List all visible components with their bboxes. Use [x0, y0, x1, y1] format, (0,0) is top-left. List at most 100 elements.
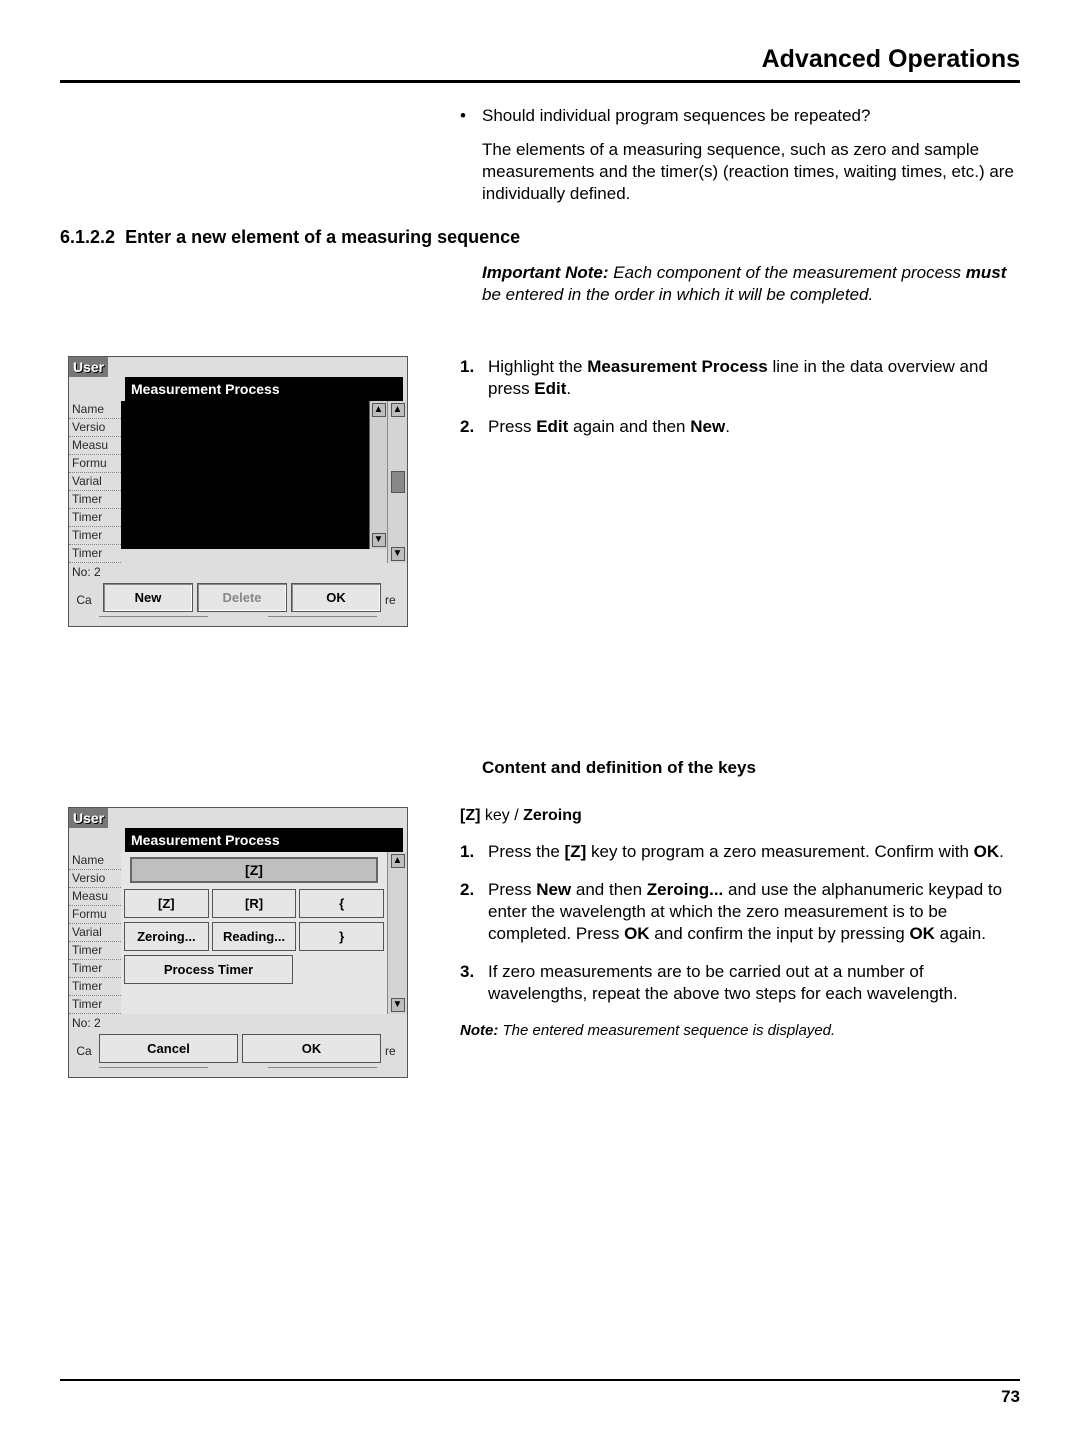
bullet-item: • Should individual program sequences be…: [460, 105, 1020, 127]
no-label: No: 2: [69, 563, 121, 579]
scroll-thumb[interactable]: [391, 471, 405, 493]
step-number: 2.: [460, 879, 488, 945]
keypad-area: [Z] [Z] [R] { Zeroing... Reading... } Pr…: [121, 852, 387, 1014]
z-key-sep: key /: [480, 807, 523, 824]
ok-button[interactable]: OK: [291, 583, 381, 612]
outer-scrollbar[interactable]: ▲ ▼: [387, 401, 407, 563]
reading-key[interactable]: Reading...: [212, 922, 297, 951]
note-label: Note:: [460, 1022, 498, 1039]
step-number: 3.: [460, 961, 488, 1005]
section-title: Enter a new element of a measuring seque…: [125, 227, 520, 247]
scroll-up-icon[interactable]: ▲: [372, 403, 386, 417]
step-text: Press New and then Zeroing... and use th…: [488, 879, 1020, 945]
page-header: Advanced Operations: [60, 45, 1020, 80]
measurement-process-keypad-dialog: User Measurement Process Name Versio Mea…: [68, 807, 408, 1078]
side-item: Measu: [69, 888, 121, 906]
side-item: Name: [69, 401, 121, 419]
z-key[interactable]: [Z]: [124, 889, 209, 918]
step-number: 2.: [460, 416, 488, 438]
dialog-title: Measurement Process: [125, 828, 403, 852]
side-labels: Name Versio Measu Formu Varial Timer Tim…: [69, 852, 121, 1014]
step-text: Highlight the Measurement Process line i…: [488, 356, 1020, 400]
inner-scrollbar[interactable]: ▲ ▼: [369, 401, 387, 549]
ca-label: Ca: [69, 1030, 99, 1067]
side-item: Timer: [69, 996, 121, 1014]
note-must: must: [966, 263, 1007, 282]
zeroing-label: Zeroing: [523, 807, 582, 824]
re-label: re: [385, 1030, 407, 1067]
user-label: User: [69, 357, 108, 377]
bullet-text: Should individual program sequences be r…: [482, 105, 870, 127]
important-note: Important Note: Each component of the me…: [482, 262, 1020, 306]
re-label: re: [385, 579, 407, 616]
step-text-part: Highlight the: [488, 357, 587, 376]
note-label: Important Note:: [482, 263, 609, 282]
side-item: Timer: [69, 960, 121, 978]
ok-button[interactable]: OK: [242, 1034, 381, 1063]
section-heading: 6.1.2.2 Enter a new element of a measuri…: [60, 227, 1020, 248]
step-text-part: .: [566, 379, 571, 398]
keys-heading: Content and definition of the keys: [482, 758, 756, 777]
side-item: Timer: [69, 509, 121, 527]
scroll-up-icon[interactable]: ▲: [391, 403, 405, 417]
side-item: Name: [69, 852, 121, 870]
measurement-process-dialog: User Measurement Process Name Versio Mea…: [68, 356, 408, 627]
step-text: If zero measurements are to be carried o…: [488, 961, 1020, 1005]
bullet-marker: •: [460, 105, 482, 127]
step-bold: Measurement Process: [587, 357, 767, 376]
ca-label: Ca: [69, 579, 99, 616]
step-text-part: again and then: [568, 417, 690, 436]
step-item: 1. Press the [Z] key to program a zero m…: [460, 841, 1020, 863]
side-item: Measu: [69, 437, 121, 455]
step-bold: Edit: [536, 417, 568, 436]
header-rule: [60, 80, 1020, 83]
page-number: 73: [1001, 1387, 1020, 1407]
footer-rule: [60, 1379, 1020, 1381]
new-button[interactable]: New: [103, 583, 193, 612]
delete-button[interactable]: Delete: [197, 583, 287, 612]
side-item: Varial: [69, 924, 121, 942]
step-item: 2. Press Edit again and then New.: [460, 416, 1020, 438]
step-text: Press Edit again and then New.: [488, 416, 1020, 438]
side-item: Formu: [69, 906, 121, 924]
step-text-part: .: [725, 417, 730, 436]
zeroing-key[interactable]: Zeroing...: [124, 922, 209, 951]
process-timer-key[interactable]: Process Timer: [124, 955, 293, 984]
scroll-down-icon[interactable]: ▼: [391, 547, 405, 561]
dialog-title: Measurement Process: [125, 377, 403, 401]
cancel-button[interactable]: Cancel: [99, 1034, 238, 1063]
side-labels: Name Versio Measu Formu Varial Timer Tim…: [69, 401, 121, 563]
section-number: 6.1.2.2: [60, 227, 115, 247]
note-text-a: Each component of the measurement proces…: [613, 263, 965, 282]
z-display: [Z]: [130, 857, 378, 883]
step-bold: New: [690, 417, 725, 436]
side-item: Timer: [69, 978, 121, 996]
step-bold: Edit: [534, 379, 566, 398]
step-number: 1.: [460, 841, 488, 863]
side-item: Versio: [69, 870, 121, 888]
step-item: 2. Press New and then Zeroing... and use…: [460, 879, 1020, 945]
side-item: Versio: [69, 419, 121, 437]
scroll-down-icon[interactable]: ▼: [391, 998, 405, 1012]
side-item: Formu: [69, 455, 121, 473]
note-text-b: be entered in the order in which it will…: [482, 285, 873, 304]
user-label: User: [69, 808, 108, 828]
scroll-up-icon[interactable]: ▲: [391, 854, 405, 868]
step-item: 1. Highlight the Measurement Process lin…: [460, 356, 1020, 400]
z-key-label: [Z]: [460, 807, 480, 824]
note-text: The entered measurement sequence is disp…: [498, 1022, 835, 1039]
no-label: No: 2: [69, 1014, 121, 1030]
step-number: 1.: [460, 356, 488, 400]
small-note: Note: The entered measurement sequence i…: [460, 1021, 1020, 1041]
scroll-down-icon[interactable]: ▼: [372, 533, 386, 547]
outer-scrollbar[interactable]: ▲ ▼: [387, 852, 407, 1014]
side-item: Timer: [69, 942, 121, 960]
side-item: Timer: [69, 527, 121, 545]
brace-open-key[interactable]: {: [299, 889, 384, 918]
list-area: ▲ ▼: [121, 401, 387, 549]
side-item: Timer: [69, 545, 121, 563]
step-text: Press the [Z] key to program a zero meas…: [488, 841, 1020, 863]
brace-close-key[interactable]: }: [299, 922, 384, 951]
step-text-part: Press: [488, 417, 536, 436]
r-key[interactable]: [R]: [212, 889, 297, 918]
